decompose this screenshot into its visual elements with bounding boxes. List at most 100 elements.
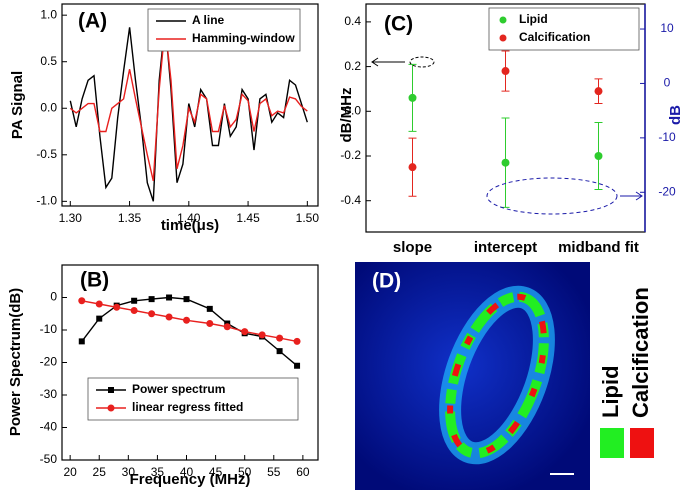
- y2-axis-label: dB: [667, 105, 684, 125]
- x-tick-label: 45: [209, 465, 223, 479]
- legend-label: linear regress fitted: [132, 400, 243, 414]
- legend-label: Calcification: [628, 287, 653, 418]
- panel-title: (D): [372, 270, 401, 293]
- marker: [113, 303, 121, 311]
- y-tick-label: -1.0: [36, 194, 57, 208]
- marker: [131, 297, 138, 304]
- marker: [148, 296, 155, 303]
- y2-tick-label: 0: [664, 76, 671, 90]
- y-axis-label: dB/MHz: [338, 88, 355, 143]
- image-panel: [355, 262, 590, 490]
- marker: [166, 294, 173, 301]
- marker: [223, 323, 231, 331]
- vessel-wall: [439, 285, 555, 465]
- x-tick-label: 30: [122, 465, 136, 479]
- y2-tick-label: -20: [658, 184, 676, 198]
- marker: [96, 315, 103, 322]
- marker: [594, 152, 603, 160]
- x-tick-label: 1.45: [236, 211, 260, 225]
- y-tick-label: -40: [40, 420, 58, 434]
- x-tick-label: 1.35: [118, 211, 142, 225]
- y-tick-label: -50: [40, 452, 58, 466]
- legend-label: Lipid: [519, 12, 548, 26]
- x-axis-label: time(μs): [161, 217, 219, 234]
- x-category-label: intercept: [474, 239, 537, 256]
- panel-title: (C): [384, 13, 413, 36]
- legend-label: Power spectrum: [132, 382, 225, 396]
- y-tick-label: -0.2: [340, 148, 361, 162]
- y-tick-label: 0.0: [344, 103, 361, 117]
- x-tick-label: 35: [151, 465, 165, 479]
- legend-swatch: [630, 428, 654, 458]
- marker: [206, 320, 214, 327]
- marker: [501, 67, 510, 76]
- y-tick-label: 0: [50, 290, 57, 304]
- legend-label: Lipid: [598, 365, 623, 418]
- marker: [78, 297, 86, 305]
- legend-label: Calcification: [519, 30, 590, 44]
- legend-marker: [499, 16, 507, 24]
- annotation-ellipse: [409, 56, 435, 68]
- x-tick-label: 25: [93, 465, 107, 479]
- y-tick-label: -0.5: [36, 147, 57, 161]
- annotation-ellipse: [486, 177, 618, 215]
- annotation-arrow: [620, 191, 643, 201]
- y-tick-label: -10: [40, 322, 58, 336]
- y-axis-label: Power Spectrum(dB): [7, 288, 24, 436]
- panel-title: (A): [78, 10, 107, 33]
- annotation-arrow: [371, 57, 405, 67]
- x-tick-label: 1.40: [177, 211, 201, 225]
- legend-box: [87, 377, 299, 421]
- series-line: [69, 26, 308, 182]
- y-axis-label: PA Signal: [9, 71, 26, 139]
- legend-marker: [499, 34, 507, 42]
- marker: [148, 310, 156, 318]
- x-category-label: midband fit: [558, 239, 639, 256]
- marker: [130, 307, 138, 314]
- marker: [95, 300, 103, 308]
- marker: [293, 337, 301, 345]
- x-axis-label: Frequency (MHz): [130, 471, 251, 488]
- marker: [501, 158, 510, 167]
- y-tick-label: 0.0: [40, 100, 57, 114]
- legend-swatch: [600, 428, 624, 458]
- marker: [206, 305, 213, 312]
- x-tick-label: 50: [238, 465, 252, 479]
- x-category-label: slope: [393, 239, 432, 256]
- y-tick-label: 0.2: [344, 59, 361, 73]
- legend-box: [147, 8, 301, 52]
- legend-label: A line: [192, 13, 225, 27]
- marker: [183, 316, 191, 324]
- x-tick-label: 55: [267, 465, 281, 479]
- marker: [241, 328, 249, 336]
- y-tick-label: -20: [40, 355, 58, 369]
- y-tick-label: -30: [40, 387, 58, 401]
- y2-tick-label: 10: [660, 21, 674, 35]
- x-tick-label: 1.50: [296, 211, 320, 225]
- y2-tick-label: -10: [658, 130, 676, 144]
- plot-frame: [61, 264, 319, 461]
- marker: [276, 334, 284, 342]
- x-tick-label: 1.30: [59, 211, 83, 225]
- x-tick-label: 60: [296, 465, 310, 479]
- marker: [408, 93, 417, 102]
- marker: [258, 331, 266, 339]
- panel-title: (B): [80, 269, 109, 292]
- legend-label: Hamming-window: [192, 31, 295, 45]
- legend-marker: [108, 387, 114, 393]
- y-tick-label: 0.4: [344, 14, 361, 28]
- marker: [408, 163, 417, 172]
- plot-frame: [61, 3, 319, 207]
- marker: [183, 296, 190, 303]
- x-tick-label: 40: [180, 465, 194, 479]
- y-tick-label: 1.0: [40, 7, 57, 21]
- marker: [78, 338, 85, 345]
- y-tick-label: 0.5: [40, 54, 57, 68]
- marker: [276, 348, 283, 355]
- legend-marker: [107, 404, 115, 412]
- y-tick-label: -0.4: [340, 193, 361, 207]
- x-tick-label: 20: [63, 465, 77, 479]
- marker: [594, 87, 603, 96]
- marker: [165, 313, 173, 321]
